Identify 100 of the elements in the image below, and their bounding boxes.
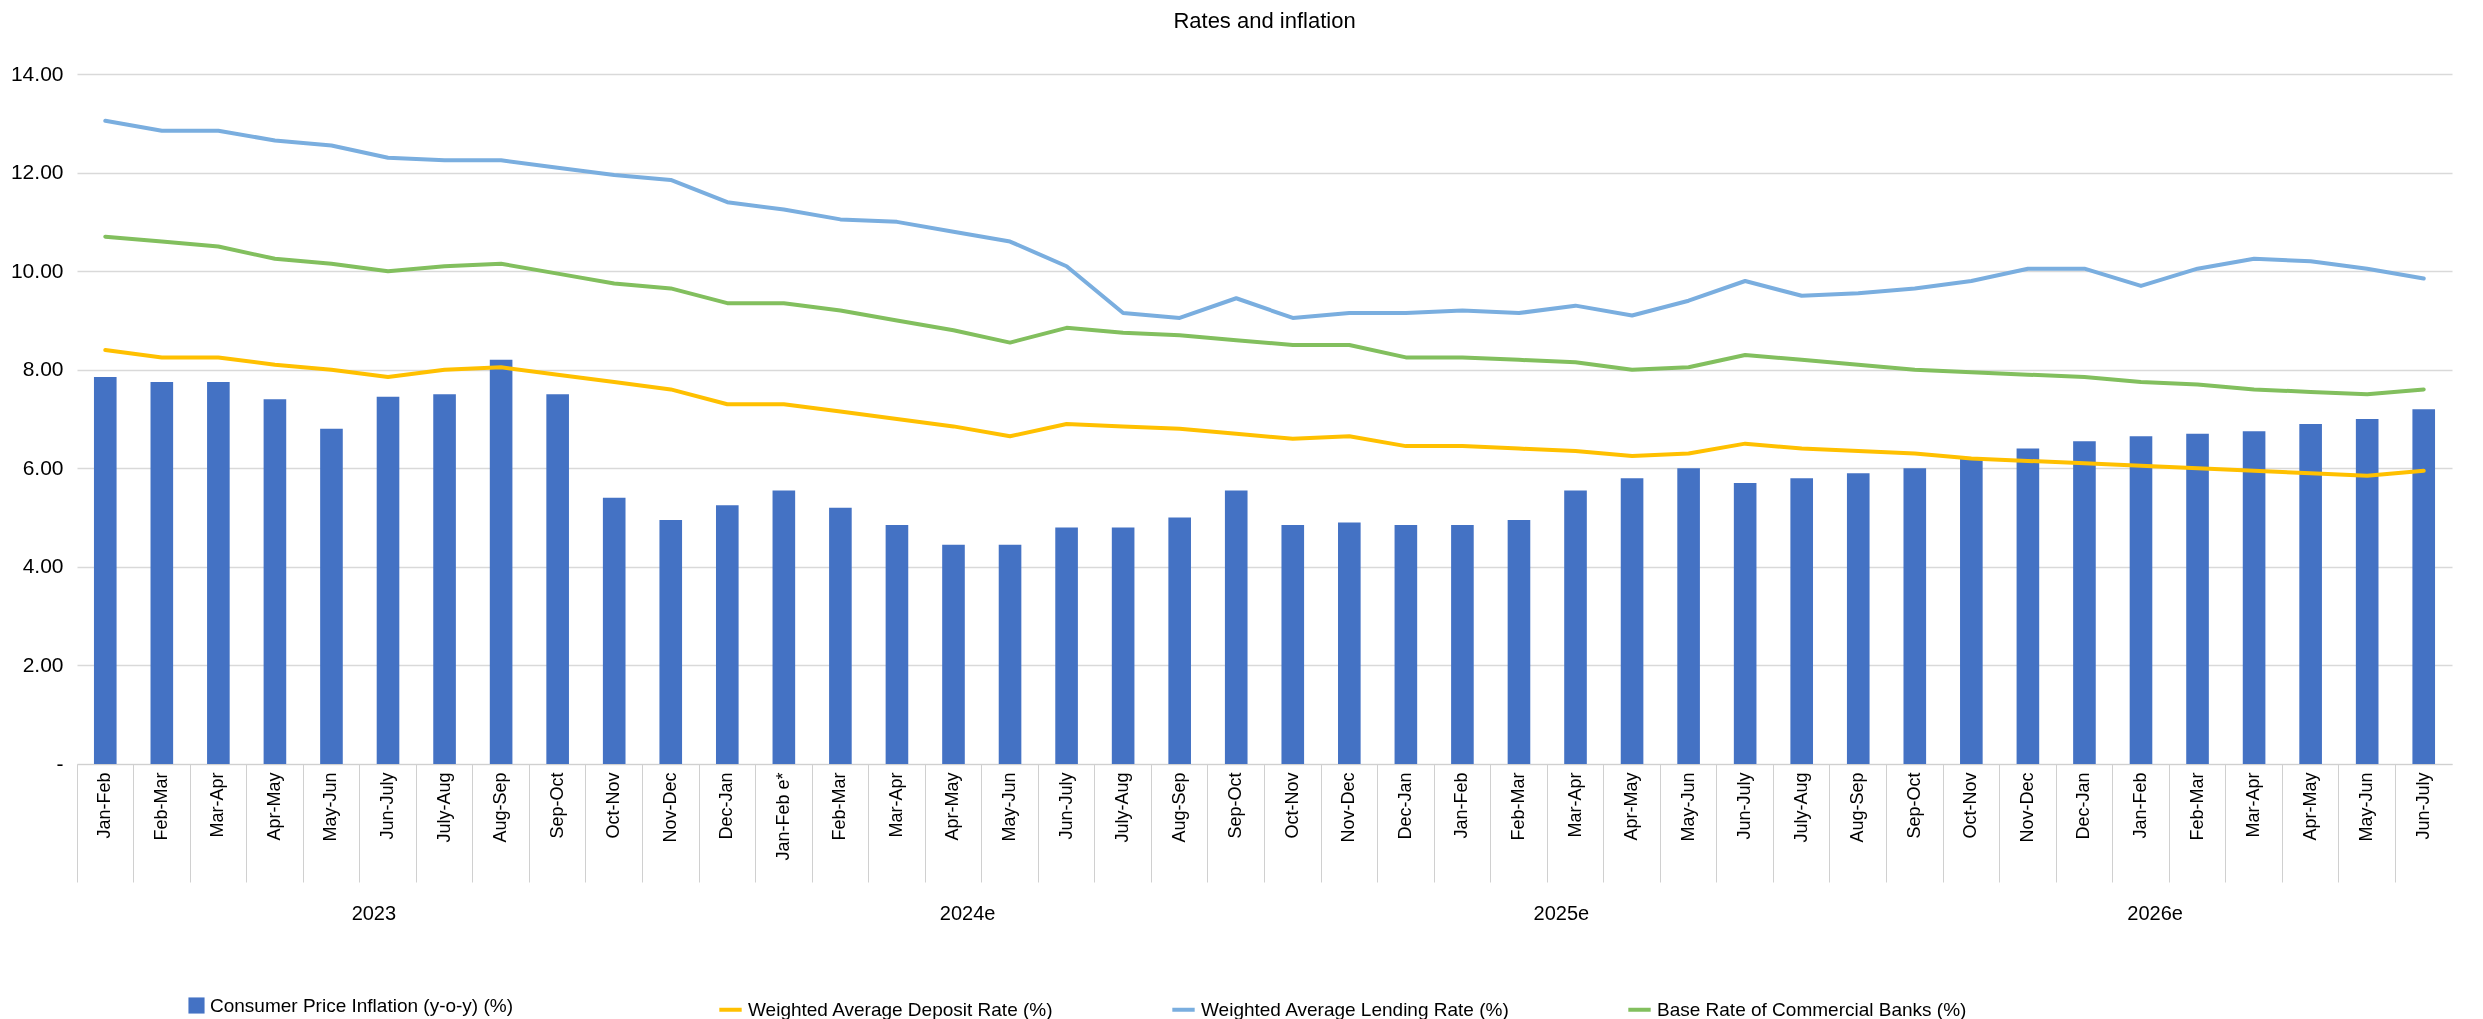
bar (1055, 527, 1078, 764)
bar (1677, 468, 1700, 764)
x-tick-label: Oct-Nov (1960, 772, 1981, 839)
x-tick-label: Apr-May (263, 772, 284, 841)
x-tick-label: Jun-July (2412, 772, 2433, 840)
x-tick-label: Aug-Sep (490, 772, 511, 843)
x-tick-label: Nov-Dec (2016, 772, 2037, 843)
bar (1394, 524, 1418, 764)
x-tick-label: May-Jun (999, 772, 1020, 842)
bar (489, 359, 513, 764)
text: 2025e (1533, 902, 1590, 924)
text: 2024e (939, 902, 996, 924)
x-tick-label: Jun-July (1055, 772, 1076, 840)
x-tick-label: Jan-Feb e* (772, 772, 793, 861)
bar (1846, 473, 1870, 764)
bar (1451, 524, 1474, 764)
y-tick-label: 2.00 (22, 652, 64, 676)
bar (829, 507, 852, 764)
x-tick-label: Mar-Apr (2243, 772, 2264, 838)
bar (1507, 520, 1531, 764)
x-tick-label: Jan-Feb (2129, 772, 2150, 839)
x-tick-label: Sep-Oct (546, 772, 567, 839)
x-tick-label: Sep-Oct (1903, 772, 1924, 839)
x-tick-label: Mar-Apr (1564, 772, 1585, 838)
x-tick-label: May-Jun (1677, 772, 1698, 842)
x-tick-label: Apr-May (1621, 772, 1642, 841)
y-tick-label: 4.00 (22, 554, 64, 578)
bar (546, 394, 569, 764)
bar (263, 399, 287, 764)
bar (885, 524, 909, 764)
y-tick-label: 8.00 (22, 357, 64, 381)
y-tick-label: 6.00 (22, 455, 64, 479)
y-tick-label: - (56, 751, 64, 775)
x-tick-label: Dec-Jan (2073, 772, 2094, 840)
x-tick-label: Aug-Sep (1168, 772, 1189, 843)
bar (998, 544, 1022, 764)
x-tick-label: May-Jun (320, 772, 341, 842)
x-tick-label: Sep-Oct (1225, 772, 1246, 839)
y-tick-label: 10.00 (10, 258, 64, 282)
x-tick-label: Apr-May (2299, 772, 2320, 841)
bar (772, 490, 796, 764)
line-series (103, 234, 2426, 397)
line-series (103, 118, 2426, 320)
bar (2412, 409, 2436, 764)
bar (150, 382, 174, 764)
legend-label: Weighted Average Deposit Rate (%) (748, 998, 1053, 1019)
bar (659, 520, 683, 764)
bar (2073, 441, 2096, 764)
x-tick-label: Jun-July (377, 772, 398, 840)
x-tick-label: Jun-July (1734, 772, 1755, 840)
bar (2186, 433, 2209, 764)
x-tick-label: Jan-Feb (94, 772, 115, 839)
bar (320, 428, 343, 764)
bar (942, 544, 965, 764)
bar (1281, 524, 1305, 764)
x-tick-label: Nov-Dec (659, 772, 680, 843)
bar (1224, 490, 1248, 764)
x-tick-label: July-Aug (433, 772, 454, 843)
x-tick-label: Feb-Mar (1507, 772, 1528, 841)
y-tick-label: 14.00 (10, 61, 64, 85)
bar (1338, 522, 1361, 764)
bar (1564, 490, 1587, 764)
x-tick-label: Mar-Apr (207, 772, 228, 838)
x-tick-label: July-Aug (1112, 772, 1133, 843)
bar (1733, 483, 1757, 764)
text: 2026e (2127, 902, 2183, 924)
bar (2355, 419, 2379, 764)
legend-label: Weighted Average Lending Rate (%) (1201, 998, 1509, 1019)
bar (1903, 468, 1927, 764)
bar (1168, 517, 1191, 764)
bar (602, 497, 626, 764)
x-tick-label: Mar-Apr (885, 772, 906, 838)
x-tick-label: Dec-Jan (1394, 772, 1415, 840)
legend-label: Base Rate of Commercial Banks (%) (1657, 998, 1967, 1019)
bar (1960, 458, 1983, 764)
bar (1620, 478, 1644, 764)
x-tick-label: Aug-Sep (1847, 772, 1868, 843)
text: 2023 (351, 902, 397, 924)
x-tick-label: Feb-Mar (829, 772, 850, 841)
bar (433, 394, 456, 764)
x-tick-label: July-Aug (1790, 772, 1811, 843)
x-tick-label: Oct-Nov (1281, 772, 1302, 839)
bar (376, 396, 400, 764)
bar (2016, 448, 2040, 764)
x-tick-label: Dec-Jan (716, 772, 737, 840)
x-tick-label: Feb-Mar (150, 772, 171, 841)
x-tick-label: Jan-Feb (1451, 772, 1472, 839)
bar (715, 505, 739, 764)
legend-label: Consumer Price Inflation (y-o-y) (%) (210, 994, 514, 1016)
bar (207, 382, 230, 764)
x-tick-label: Oct-Nov (603, 772, 624, 839)
bar (2242, 431, 2266, 764)
bar (2129, 436, 2153, 764)
x-tick-label: Feb-Mar (2186, 772, 2207, 841)
line-series (103, 348, 2426, 478)
bar (2299, 423, 2322, 764)
bar (1111, 527, 1135, 764)
bar (93, 377, 117, 764)
x-tick-label: May-Jun (2356, 772, 2377, 842)
bar (1790, 478, 1814, 764)
